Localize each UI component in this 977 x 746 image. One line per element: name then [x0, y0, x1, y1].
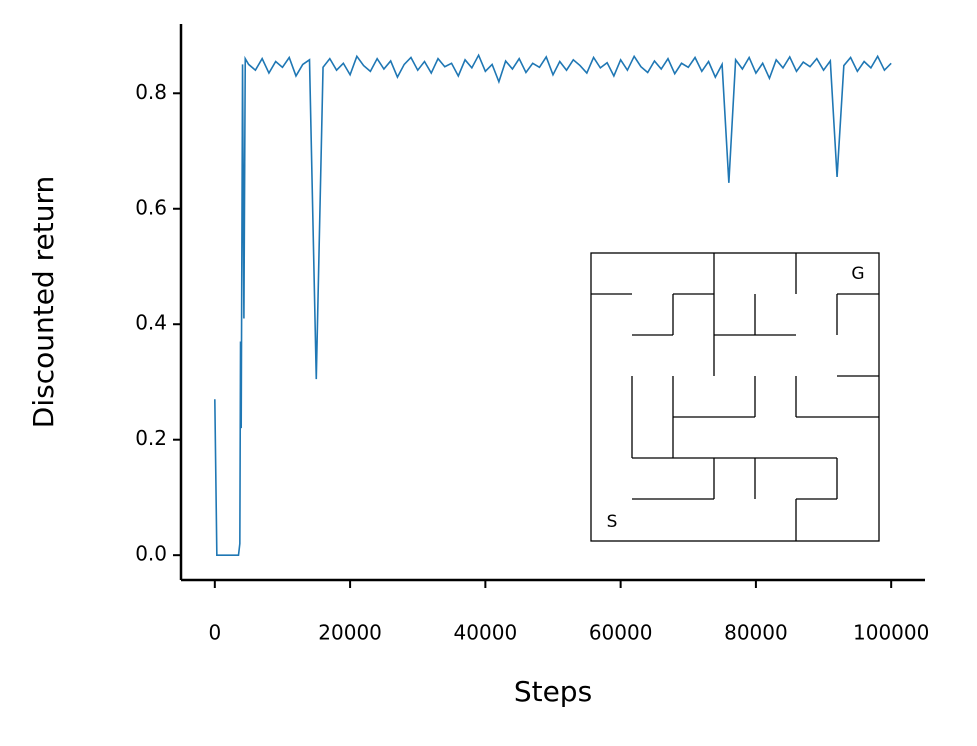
- x-tick-label: 80000: [724, 621, 788, 645]
- x-tick-label: 0: [208, 621, 221, 645]
- y-axis-label: Discounted return: [27, 176, 60, 428]
- y-tick-label: 0.6: [135, 195, 167, 219]
- x-tick-label: 40000: [454, 621, 518, 645]
- maze-inset: S G: [590, 252, 880, 542]
- y-tick-label: 0.4: [135, 311, 167, 335]
- x-tick-label: 100000: [853, 621, 929, 645]
- x-tick-label: 60000: [589, 621, 653, 645]
- y-tick-label: 0.0: [135, 542, 167, 566]
- x-axis-label: Steps: [514, 675, 592, 708]
- y-tick-label: 0.2: [135, 426, 167, 450]
- y-tick-label: 0.8: [135, 80, 167, 104]
- maze-goal-label: G: [851, 264, 864, 284]
- data-line: [214, 53, 892, 556]
- x-tick-label: 20000: [318, 621, 382, 645]
- maze-border: [590, 252, 880, 542]
- maze-start-label: S: [607, 512, 618, 532]
